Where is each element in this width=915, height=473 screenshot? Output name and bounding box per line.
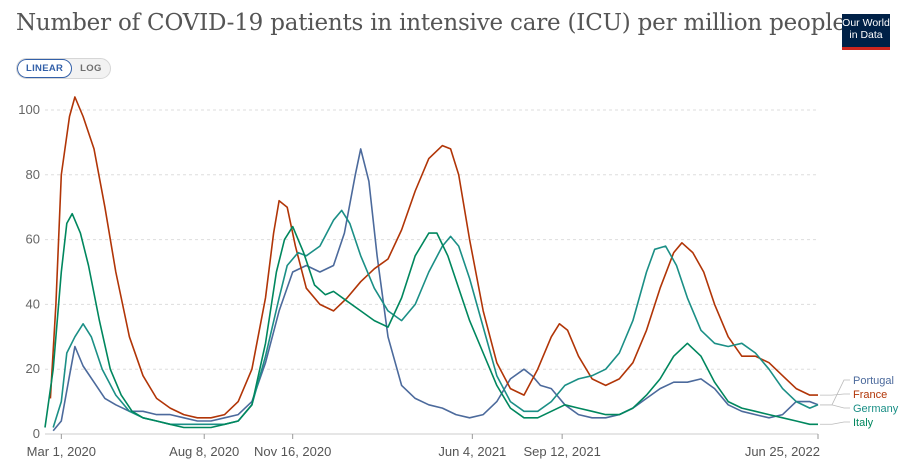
legend-connector-germany bbox=[820, 404, 850, 409]
x-tick-label-0: Mar 1, 2020 bbox=[27, 444, 96, 459]
x-tick-label-2: Nov 16, 2020 bbox=[254, 444, 331, 459]
x-tick-label-4: Sep 12, 2021 bbox=[523, 444, 600, 459]
legend-connector-france bbox=[820, 393, 850, 396]
series-line-germany[interactable] bbox=[52, 209, 819, 428]
y-tick-label-40: 40 bbox=[26, 296, 40, 311]
x-tick-label-1: Aug 8, 2020 bbox=[169, 444, 239, 459]
y-tick-label-20: 20 bbox=[26, 361, 40, 376]
linear-scale-button[interactable]: LINEAR bbox=[17, 59, 73, 78]
legend-connector-portugal bbox=[820, 379, 850, 406]
y-tick-label-80: 80 bbox=[26, 167, 40, 182]
y-tick-label-60: 60 bbox=[26, 232, 40, 247]
series-line-portugal[interactable] bbox=[52, 148, 819, 432]
legend-connector-italy bbox=[820, 421, 850, 425]
owid-logo[interactable]: Our World in Data bbox=[842, 14, 890, 50]
y-tick-label-100: 100 bbox=[18, 102, 40, 117]
legend-label-germany[interactable]: Germany bbox=[853, 403, 899, 415]
legend-label-italy[interactable]: Italy bbox=[853, 417, 874, 429]
scale-toggle: LINEAR LOG bbox=[16, 58, 111, 79]
x-tick-label-3: Jun 4, 2021 bbox=[438, 444, 506, 459]
chart-title: Number of COVID-19 patients in intensive… bbox=[16, 10, 846, 36]
legend-label-france[interactable]: France bbox=[853, 389, 887, 401]
series-line-france[interactable] bbox=[49, 96, 818, 419]
x-tick-label-5: Jun 25, 2022 bbox=[745, 444, 820, 459]
legend-label-portugal[interactable]: Portugal bbox=[853, 375, 894, 387]
log-scale-button[interactable]: LOG bbox=[80, 63, 102, 74]
logo-line-1: Our World bbox=[842, 17, 890, 29]
series-line-italy[interactable] bbox=[44, 212, 818, 429]
y-tick-label-0: 0 bbox=[33, 426, 40, 441]
logo-line-2: in Data bbox=[849, 29, 883, 41]
